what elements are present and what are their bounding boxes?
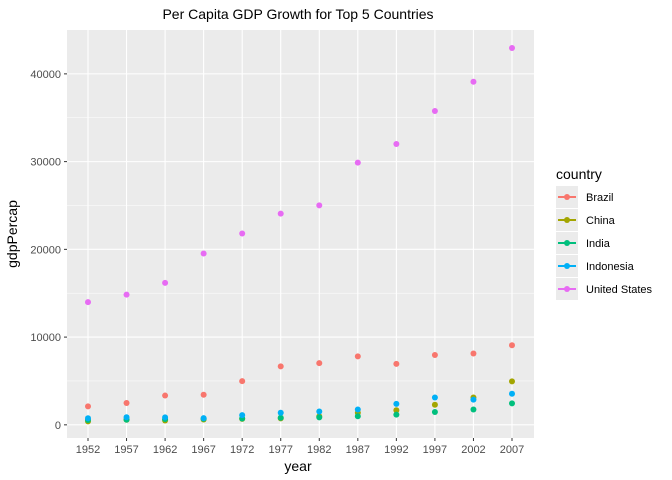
data-point <box>277 210 284 217</box>
legend-key-point <box>564 217 570 223</box>
legend-label: India <box>586 238 611 250</box>
data-point <box>393 411 400 418</box>
data-point <box>239 230 246 237</box>
legend-key-point <box>564 286 570 292</box>
data-point <box>431 394 438 401</box>
data-point <box>85 403 91 410</box>
y-tick-label: 0 <box>55 420 61 432</box>
data-point <box>431 108 438 115</box>
x-tick-label: 1982 <box>307 444 331 456</box>
data-point <box>316 414 323 421</box>
y-tick-label: 10000 <box>30 332 61 344</box>
data-point <box>509 390 515 397</box>
legend-label: United States <box>586 284 653 296</box>
x-tick-label: 2002 <box>461 444 485 456</box>
data-point <box>239 412 246 419</box>
y-tick-label: 20000 <box>30 244 61 256</box>
data-point <box>85 415 91 422</box>
data-point <box>431 352 438 359</box>
data-point <box>354 353 361 360</box>
data-point <box>200 391 207 398</box>
data-point <box>162 392 169 399</box>
data-point <box>431 409 438 416</box>
data-point <box>470 78 477 85</box>
data-point <box>393 400 400 407</box>
data-point <box>470 406 477 413</box>
data-point <box>277 363 284 370</box>
x-tick-label: 1957 <box>114 444 138 456</box>
x-tick-label: 1977 <box>268 444 292 456</box>
legend: country Brazil China India Indonesia United … <box>556 166 653 300</box>
data-point <box>123 414 130 421</box>
x-tick-label: 2007 <box>500 444 524 456</box>
legend-label: China <box>586 215 616 227</box>
legend-key-point <box>564 263 570 269</box>
data-point <box>162 279 169 286</box>
data-point <box>509 378 515 385</box>
legend-key-point <box>564 194 570 200</box>
x-tick-label: 1992 <box>384 444 408 456</box>
data-point <box>162 414 169 421</box>
x-tick-label: 1962 <box>153 444 177 456</box>
x-tick-label: 1972 <box>230 444 254 456</box>
data-point <box>200 250 207 257</box>
data-point <box>470 396 477 403</box>
data-point <box>354 413 361 420</box>
data-point <box>354 406 361 413</box>
data-point <box>123 291 130 298</box>
x-tick-label: 1987 <box>346 444 370 456</box>
data-point <box>431 401 438 408</box>
data-point <box>316 408 323 415</box>
data-point <box>316 360 323 367</box>
y-axis-ticks: 0 10000 20000 30000 40000 <box>30 69 67 432</box>
data-point <box>470 350 477 357</box>
legend-key-point <box>564 240 570 246</box>
x-tick-label: 1952 <box>76 444 100 456</box>
data-point <box>123 400 130 407</box>
legend-title: country <box>556 166 602 182</box>
data-point <box>85 299 91 306</box>
x-axis-title: year <box>284 458 312 474</box>
data-point <box>509 400 515 407</box>
data-point <box>509 342 515 349</box>
data-point <box>277 414 284 421</box>
data-point <box>393 141 400 148</box>
x-tick-label: 1967 <box>191 444 215 456</box>
data-points <box>85 44 515 425</box>
x-axis-ticks: 1952 1957 1962 1967 1972 1977 1982 1987 1992 1997… <box>76 438 524 456</box>
plot-panel <box>67 30 534 438</box>
data-point <box>239 378 246 385</box>
data-point <box>354 159 361 166</box>
data-point <box>393 360 400 367</box>
legend-label: Indonesia <box>586 261 635 273</box>
data-point <box>393 407 400 414</box>
y-axis-title: gdpPercap <box>4 200 20 268</box>
y-tick-label: 30000 <box>30 157 61 169</box>
y-tick-label: 40000 <box>30 69 61 81</box>
legend-label: Brazil <box>586 192 614 204</box>
data-point <box>277 409 284 416</box>
data-point <box>509 44 515 51</box>
data-point <box>200 415 207 422</box>
data-point <box>316 202 323 209</box>
chart-title: Per Capita GDP Growth for Top 5 Countrie… <box>162 6 433 22</box>
x-tick-label: 1997 <box>423 444 447 456</box>
